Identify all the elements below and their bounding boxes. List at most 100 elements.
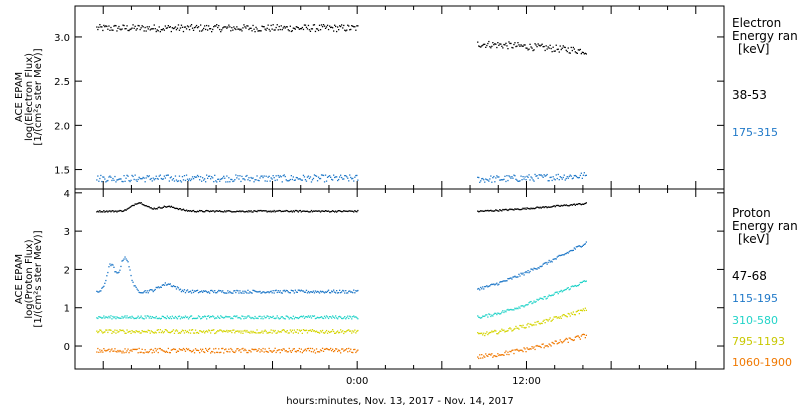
point-1-0-0-24 (120, 210, 122, 212)
point-1-0-0-196 (293, 211, 295, 213)
point-1-4-0-190 (287, 351, 289, 353)
point-1-3-0-170 (267, 332, 269, 334)
point-1-3-0-72 (168, 331, 170, 334)
point-1-1-1-94 (571, 249, 573, 252)
point-1-3-0-159 (256, 329, 258, 331)
point-1-1-1-35 (512, 276, 514, 278)
point-0-1-0-198 (295, 176, 297, 179)
point-1-0-0-80 (176, 207, 179, 210)
point-1-4-1-25 (502, 354, 504, 356)
point-1-2-0-42 (138, 317, 140, 319)
point-1-0-0-190 (287, 210, 289, 213)
point-1-1-0-214 (311, 291, 314, 293)
point-1-4-0-208 (305, 350, 308, 352)
point-1-2-1-5 (482, 315, 484, 317)
point-1-4-0-100 (196, 349, 199, 351)
point-0-1-0-32 (128, 180, 130, 182)
point-1-1-0-48 (144, 290, 146, 292)
point-0-1-0-195 (292, 176, 294, 178)
point-1-3-1-52 (529, 323, 531, 325)
point-1-3-0-6 (102, 332, 104, 334)
point-1-3-0-74 (170, 331, 172, 333)
point-1-0-0-19 (115, 210, 117, 212)
point-1-4-0-160 (257, 349, 259, 352)
point-1-1-0-38 (134, 285, 136, 287)
point-1-3-1-91 (568, 313, 570, 315)
point-0-0-1-60 (537, 43, 539, 45)
point-0-0-0-148 (245, 27, 247, 29)
point-1-0-0-191 (288, 211, 290, 213)
point-0-1-0-58 (154, 178, 156, 180)
point-1-1-1-62 (539, 265, 541, 268)
point-0-0-0-162 (259, 30, 261, 32)
point-1-3-0-53 (149, 332, 151, 334)
point-0-0-0-183 (280, 25, 282, 27)
point-0-0-0-120 (217, 26, 219, 29)
point-1-3-0-165 (262, 332, 264, 334)
point-1-0-0-228 (325, 210, 328, 212)
point-0-0-0-173 (270, 24, 272, 27)
point-1-4-1-59 (536, 344, 538, 347)
point-1-3-0-127 (224, 330, 226, 332)
point-0-1-0-11 (107, 179, 109, 182)
point-1-1-0-100 (196, 289, 199, 291)
point-1-0-1-49 (526, 207, 528, 209)
point-0-1-0-100 (196, 174, 199, 177)
point-0-1-0-37 (133, 178, 135, 181)
point-0-1-0-161 (258, 180, 260, 182)
point-1-4-0-155 (252, 348, 254, 351)
point-1-3-1-96 (573, 313, 575, 316)
point-1-1-1-4 (481, 288, 483, 290)
point-0-1-0-156 (253, 181, 255, 183)
point-1-4-0-218 (315, 348, 318, 350)
point-1-2-0-216 (313, 315, 316, 317)
point-1-3-0-151 (248, 331, 250, 333)
point-1-0-1-35 (512, 209, 514, 211)
point-1-1-0-69 (165, 284, 167, 286)
point-0-1-0-68 (164, 177, 166, 179)
electron-legend-title-2: Energy ran (732, 29, 798, 43)
point-1-4-1-40 (517, 349, 519, 351)
point-0-1-0-232 (330, 176, 332, 178)
point-0-1-0-55 (151, 180, 153, 182)
point-1-4-0-102 (199, 352, 201, 354)
point-1-0-0-208 (305, 210, 308, 212)
point-1-0-1-48 (525, 208, 527, 210)
point-1-4-1-22 (499, 354, 501, 356)
point-1-1-1-78 (555, 258, 557, 260)
point-0-0-0-33 (129, 28, 131, 31)
point-1-2-0-191 (288, 318, 290, 320)
point-1-3-0-223 (320, 331, 323, 333)
point-1-3-0-32 (128, 331, 130, 333)
point-1-0-0-169 (266, 211, 268, 213)
point-0-0-1-101 (578, 49, 580, 51)
point-1-4-0-56 (152, 349, 154, 351)
point-0-0-0-198 (295, 26, 297, 28)
point-0-0-0-200 (297, 27, 299, 29)
point-1-2-0-120 (217, 315, 219, 317)
point-0-0-0-40 (136, 28, 138, 30)
point-0-0-1-53 (530, 46, 532, 48)
point-1-3-0-194 (291, 329, 293, 331)
point-1-0-0-164 (261, 210, 263, 212)
point-1-1-0-17 (113, 266, 115, 268)
point-0-1-0-34 (130, 179, 132, 181)
point-0-1-0-212 (309, 176, 312, 178)
point-0-1-0-107 (204, 178, 206, 180)
point-1-0-0-28 (124, 209, 126, 211)
point-0-0-1-19 (496, 46, 498, 49)
point-1-0-0-206 (303, 210, 306, 212)
point-1-3-0-30 (126, 329, 128, 331)
point-1-4-0-118 (215, 347, 217, 350)
point-1-2-0-180 (277, 317, 279, 319)
point-1-1-0-149 (246, 292, 248, 294)
point-1-1-0-32 (128, 266, 130, 268)
point-1-1-1-40 (517, 276, 519, 278)
point-1-0-1-19 (496, 209, 498, 212)
point-0-1-0-23 (119, 178, 121, 180)
point-1-1-0-73 (169, 283, 171, 285)
point-0-1-1-85 (562, 176, 564, 179)
point-1-4-1-79 (556, 343, 558, 345)
point-1-2-0-199 (296, 317, 298, 319)
point-1-3-0-82 (178, 332, 181, 334)
